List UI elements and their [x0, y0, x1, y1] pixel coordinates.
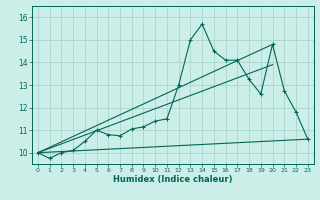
X-axis label: Humidex (Indice chaleur): Humidex (Indice chaleur) [113, 175, 233, 184]
